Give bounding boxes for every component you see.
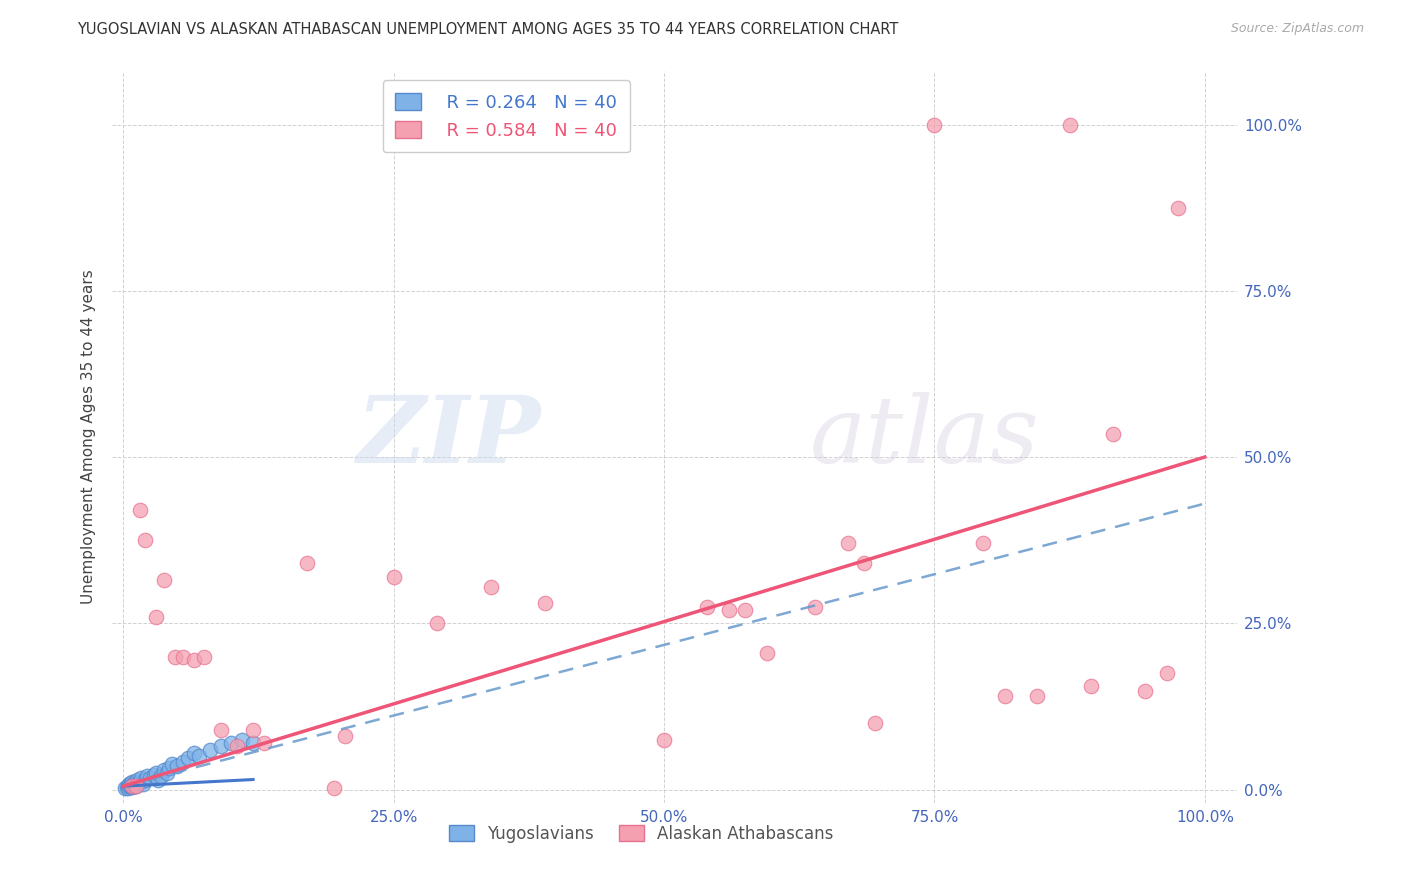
Point xyxy=(295,557,318,571)
Point xyxy=(127,772,149,787)
Point xyxy=(121,780,143,794)
Point xyxy=(165,649,187,664)
Text: YUGOSLAVIAN VS ALASKAN ATHABASCAN UNEMPLOYMENT AMONG AGES 35 TO 44 YEARS CORRELA: YUGOSLAVIAN VS ALASKAN ATHABASCAN UNEMPL… xyxy=(77,22,898,37)
Text: atlas: atlas xyxy=(810,392,1039,482)
Point xyxy=(139,771,162,785)
Point xyxy=(121,774,143,789)
Point xyxy=(242,723,264,737)
Point xyxy=(1167,201,1189,215)
Point xyxy=(117,780,139,795)
Point xyxy=(157,761,180,775)
Point xyxy=(120,776,142,790)
Point xyxy=(198,742,221,756)
Point xyxy=(134,533,156,548)
Point xyxy=(333,729,356,743)
Point xyxy=(136,769,159,783)
Point xyxy=(121,779,143,793)
Point xyxy=(129,771,152,785)
Point xyxy=(177,750,200,764)
Point xyxy=(125,779,148,793)
Point xyxy=(837,536,859,550)
Point xyxy=(734,603,756,617)
Point xyxy=(221,736,243,750)
Point xyxy=(122,778,145,792)
Point xyxy=(142,768,165,782)
Point xyxy=(853,557,876,571)
Point xyxy=(863,716,886,731)
Point xyxy=(426,616,449,631)
Point xyxy=(153,573,176,587)
Point xyxy=(225,739,247,754)
Point xyxy=(122,779,145,793)
Point xyxy=(479,580,502,594)
Point xyxy=(1026,690,1049,704)
Point xyxy=(122,776,145,790)
Point xyxy=(804,599,827,614)
Point xyxy=(534,596,557,610)
Point xyxy=(188,749,211,764)
Point xyxy=(253,736,276,750)
Point xyxy=(183,653,205,667)
Point xyxy=(118,777,141,791)
Point xyxy=(150,769,173,783)
Point xyxy=(166,759,188,773)
Point xyxy=(924,118,946,132)
Point xyxy=(146,772,169,787)
Point xyxy=(145,609,167,624)
Point xyxy=(755,646,778,660)
Point xyxy=(128,774,150,789)
Point xyxy=(134,772,156,787)
Point xyxy=(115,780,138,794)
Point xyxy=(118,779,141,793)
Point xyxy=(323,781,346,796)
Point xyxy=(717,603,740,617)
Point xyxy=(145,765,167,780)
Point xyxy=(1156,666,1178,681)
Point xyxy=(652,732,675,747)
Legend: Yugoslavians, Alaskan Athabascans: Yugoslavians, Alaskan Athabascans xyxy=(441,818,841,849)
Y-axis label: Unemployment Among Ages 35 to 44 years: Unemployment Among Ages 35 to 44 years xyxy=(80,269,96,605)
Point xyxy=(183,746,205,760)
Point xyxy=(209,723,232,737)
Point xyxy=(209,739,232,754)
Point xyxy=(382,570,405,584)
Point xyxy=(696,599,718,614)
Point xyxy=(153,763,176,777)
Point xyxy=(1080,680,1102,694)
Point xyxy=(172,649,194,664)
Point xyxy=(231,732,253,747)
Point xyxy=(972,536,994,550)
Point xyxy=(155,765,177,780)
Point xyxy=(193,649,215,664)
Point xyxy=(118,779,141,793)
Point xyxy=(114,781,136,796)
Text: ZIP: ZIP xyxy=(356,392,540,482)
Point xyxy=(125,779,148,793)
Point xyxy=(1059,118,1081,132)
Point xyxy=(132,777,155,791)
Point xyxy=(242,736,264,750)
Point xyxy=(994,690,1017,704)
Point xyxy=(1102,426,1125,441)
Point xyxy=(1135,684,1157,698)
Point xyxy=(160,757,183,772)
Point xyxy=(127,776,149,790)
Point xyxy=(124,777,146,791)
Text: Source: ZipAtlas.com: Source: ZipAtlas.com xyxy=(1230,22,1364,36)
Point xyxy=(172,755,194,769)
Point xyxy=(128,503,150,517)
